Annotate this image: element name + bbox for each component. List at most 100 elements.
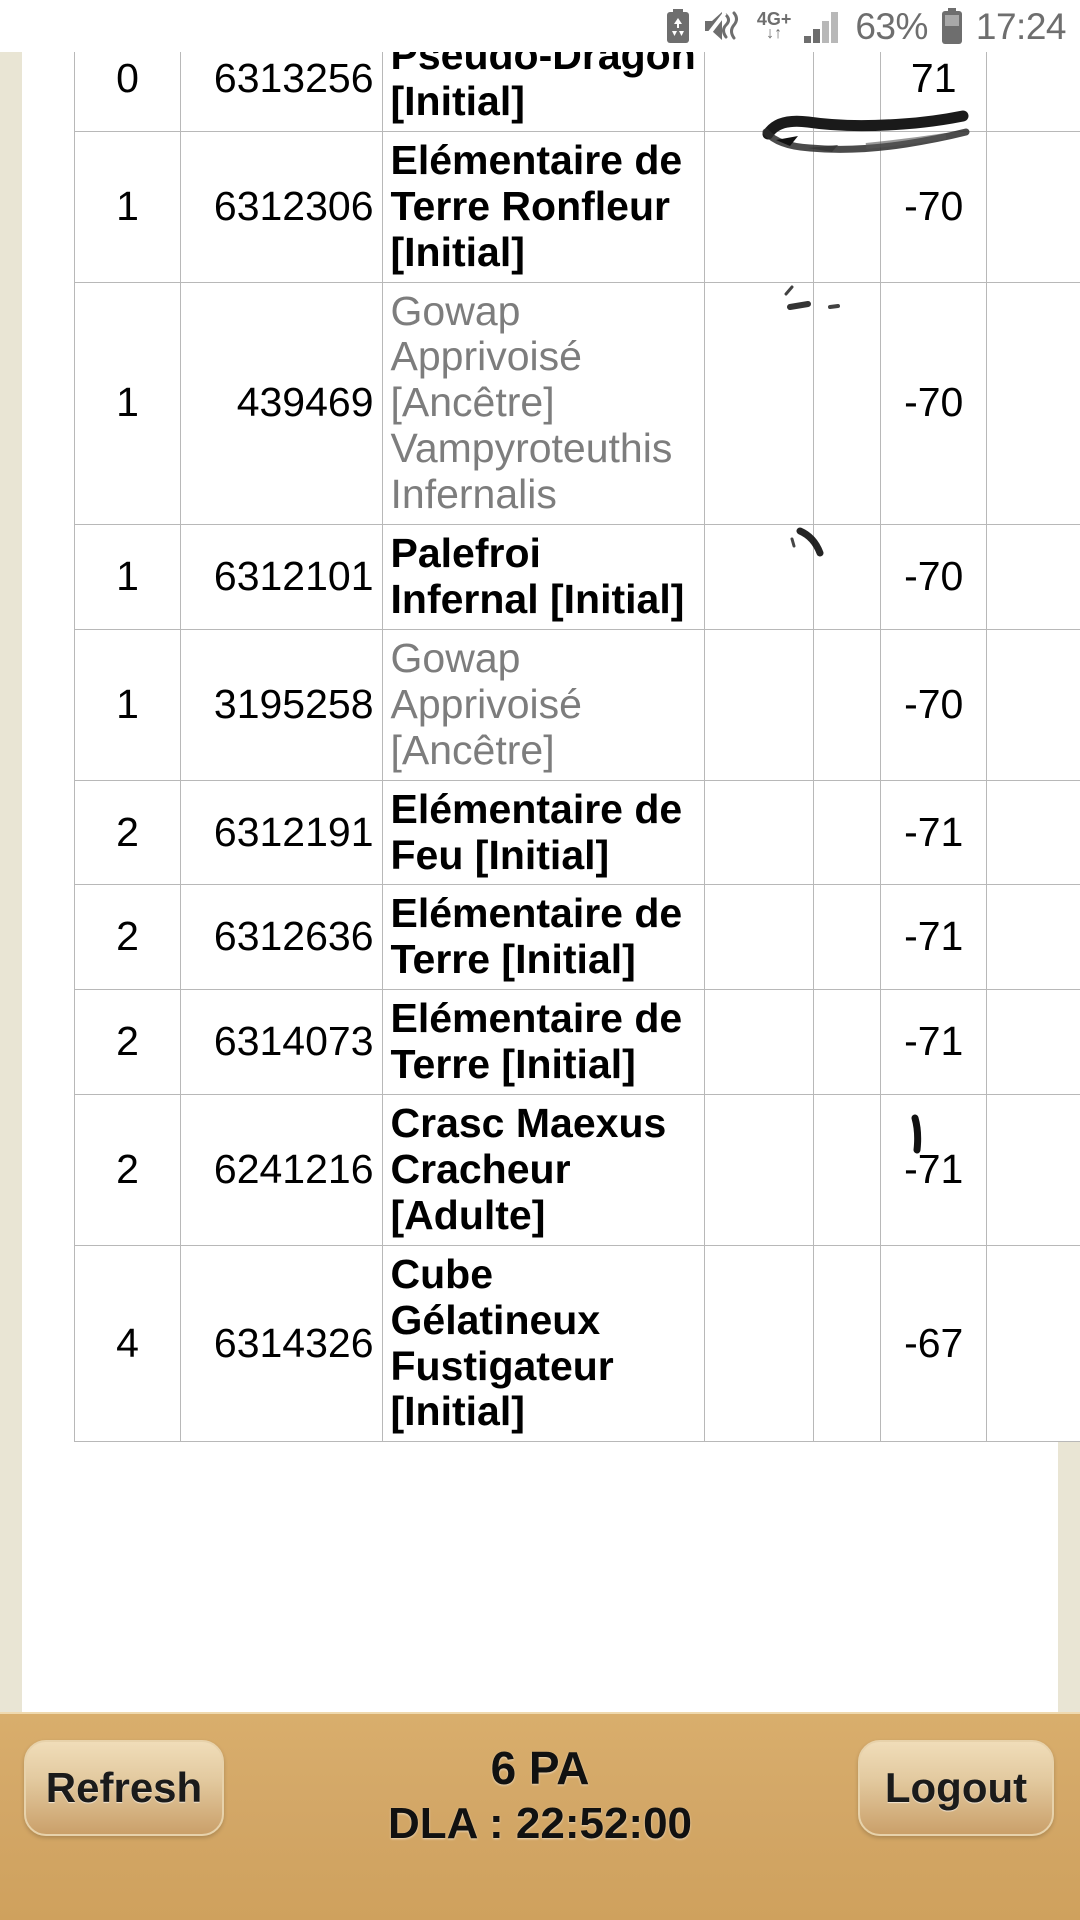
row-col4-cell [704, 1094, 815, 1246]
row-col5-cell [813, 989, 882, 1096]
row-index-cell: 1 [74, 281, 181, 526]
network-arrows-label: ↓↑ [766, 24, 783, 42]
row-name-cell: Elémentaire de Terre [Initial] [381, 989, 706, 1096]
bottom-toolbar: Refresh 6 PA DLA : 22:52:00 Logout [0, 1712, 1080, 1920]
row-index-cell: 1 [74, 628, 181, 781]
row-value-cell: -71 [880, 884, 988, 991]
row-name-cell: Elémentaire de Terre [Initial] [381, 884, 706, 991]
row-index-cell: 2 [74, 1094, 181, 1246]
row-tail-cell [986, 1244, 1080, 1443]
row-value-cell: 71 [880, 52, 988, 132]
row-name-cell: Elémentaire de Feu [Initial] [381, 779, 706, 886]
signal-bars-icon [803, 9, 843, 43]
row-tail-cell [986, 989, 1080, 1096]
row-col4-cell [704, 989, 815, 1096]
row-id-cell: 6312191 [179, 779, 383, 886]
row-col4-cell [704, 628, 815, 781]
row-value-cell: -70 [880, 130, 988, 283]
logout-button[interactable]: Logout [858, 1740, 1054, 1836]
table-row[interactable]: 2 6241216 Crasc Maexus Cracheur [Adulte] -7… [74, 1094, 1080, 1246]
row-index-cell: 1 [74, 130, 181, 283]
row-col5-cell [813, 779, 882, 886]
row-index-cell: 4 [74, 1244, 181, 1443]
row-name-cell: Elémentaire de Terre Ronfleur [Initial] [381, 130, 706, 283]
row-col5-cell [813, 884, 882, 991]
row-index-cell: 2 [74, 779, 181, 886]
row-col4-cell [704, 281, 815, 526]
volume-mute-icon [702, 9, 745, 43]
row-index-cell: 0 [74, 52, 181, 132]
row-col5-cell [813, 524, 882, 630]
row-id-cell: 6312306 [179, 130, 383, 283]
battery-icon [940, 8, 964, 44]
clock-label: 17:24 [975, 5, 1067, 47]
row-id-cell: 6313256 [179, 52, 383, 132]
row-index-cell: 2 [74, 989, 181, 1096]
table-row[interactable]: 0 6313256 Pseudo-Dragon [Initial] 71 [74, 52, 1080, 132]
row-value-cell: -70 [880, 524, 988, 630]
row-tail-cell [986, 130, 1080, 283]
table-row[interactable]: 1 439469 Gowap Apprivoisé [Ancêtre] Vampyr… [74, 281, 1080, 526]
row-id-cell: 6241216 [179, 1094, 383, 1246]
row-col4-cell [704, 1244, 815, 1443]
row-id-cell: 6314073 [179, 989, 383, 1096]
battery-saver-icon [665, 9, 691, 43]
network-4gplus-icon: 4G+ ↓↑ [756, 8, 792, 42]
row-col4-cell [704, 52, 815, 132]
page-background: 0 6313256 Pseudo-Dragon [Initial] 71 1 631230… [0, 52, 1080, 1712]
row-col5-cell [813, 628, 882, 781]
row-id-cell: 6314326 [179, 1244, 383, 1443]
row-tail-cell [986, 628, 1080, 781]
table-row[interactable]: 1 3195258 Gowap Apprivoisé [Ancêtre] -70 [74, 628, 1080, 781]
row-col4-cell [704, 779, 815, 886]
row-value-cell: -70 [880, 628, 988, 781]
row-value-cell: -67 [880, 1244, 988, 1443]
row-value-cell: -71 [880, 989, 988, 1096]
row-col5-cell [813, 1094, 882, 1246]
row-value-cell: -71 [880, 1094, 988, 1246]
row-name-cell: Crasc Maexus Cracheur [Adulte] [381, 1094, 706, 1246]
battery-percent-label: 63% [855, 5, 928, 47]
row-col4-cell [704, 884, 815, 991]
row-name-cell: Gowap Apprivoisé [Ancêtre] Vampyroteuthi… [381, 281, 706, 526]
row-tail-cell [986, 281, 1080, 526]
table-row[interactable]: 1 6312101 Palefroi Infernal [Initial] -70 [74, 524, 1080, 630]
pa-label: 6 PA [490, 1742, 590, 1794]
row-col5-cell [813, 130, 882, 283]
row-col4-cell [704, 524, 815, 630]
row-name-cell: Pseudo-Dragon [Initial] [381, 52, 706, 132]
row-tail-cell [986, 1094, 1080, 1246]
row-tail-cell [986, 779, 1080, 886]
row-id-cell: 439469 [179, 281, 383, 526]
table-row[interactable]: 2 6312191 Elémentaire de Feu [Initial] -71 [74, 779, 1080, 886]
pet-table[interactable]: 0 6313256 Pseudo-Dragon [Initial] 71 1 631230… [74, 52, 1080, 1443]
content-sheet[interactable]: 0 6313256 Pseudo-Dragon [Initial] 71 1 631230… [22, 52, 1080, 1712]
row-index-cell: 2 [74, 884, 181, 991]
row-tail-cell [986, 524, 1080, 630]
row-id-cell: 6312101 [179, 524, 383, 630]
table-row[interactable]: 2 6314073 Elémentaire de Terre [Initial] -7… [74, 989, 1080, 1096]
row-value-cell: -70 [880, 281, 988, 526]
network-type-label: 4G+ [756, 8, 792, 29]
table-row[interactable]: 2 6312636 Elémentaire de Terre [Initial] -7… [74, 884, 1080, 991]
status-bar: 4G+ ↓↑ 63% 17:24 [0, 0, 1080, 52]
row-id-cell: 6312636 [179, 884, 383, 991]
table-row[interactable]: 4 6314326 Cube Gélatineux Fustigateur [Ini… [74, 1244, 1080, 1443]
row-name-cell: Cube Gélatineux Fustigateur [Initial] [381, 1244, 706, 1443]
pet-table-body[interactable]: 0 6313256 Pseudo-Dragon [Initial] 71 1 631230… [74, 52, 1080, 1443]
row-col5-cell [813, 52, 882, 132]
row-tail-cell [986, 884, 1080, 991]
row-name-cell: Palefroi Infernal [Initial] [381, 524, 706, 630]
row-col4-cell [704, 130, 815, 283]
row-col5-cell [813, 1244, 882, 1443]
row-tail-cell [986, 52, 1080, 132]
row-name-cell: Gowap Apprivoisé [Ancêtre] [381, 628, 706, 781]
row-value-cell: -71 [880, 779, 988, 886]
row-id-cell: 3195258 [179, 628, 383, 781]
row-index-cell: 1 [74, 524, 181, 630]
table-row[interactable]: 1 6312306 Elémentaire de Terre Ronfleur [I… [74, 130, 1080, 283]
refresh-button[interactable]: Refresh [24, 1740, 224, 1836]
row-col5-cell [813, 281, 882, 526]
status-readout: 6 PA DLA : 22:52:00 [0, 1740, 1080, 1850]
dla-label: DLA : 22:52:00 [387, 1798, 693, 1848]
